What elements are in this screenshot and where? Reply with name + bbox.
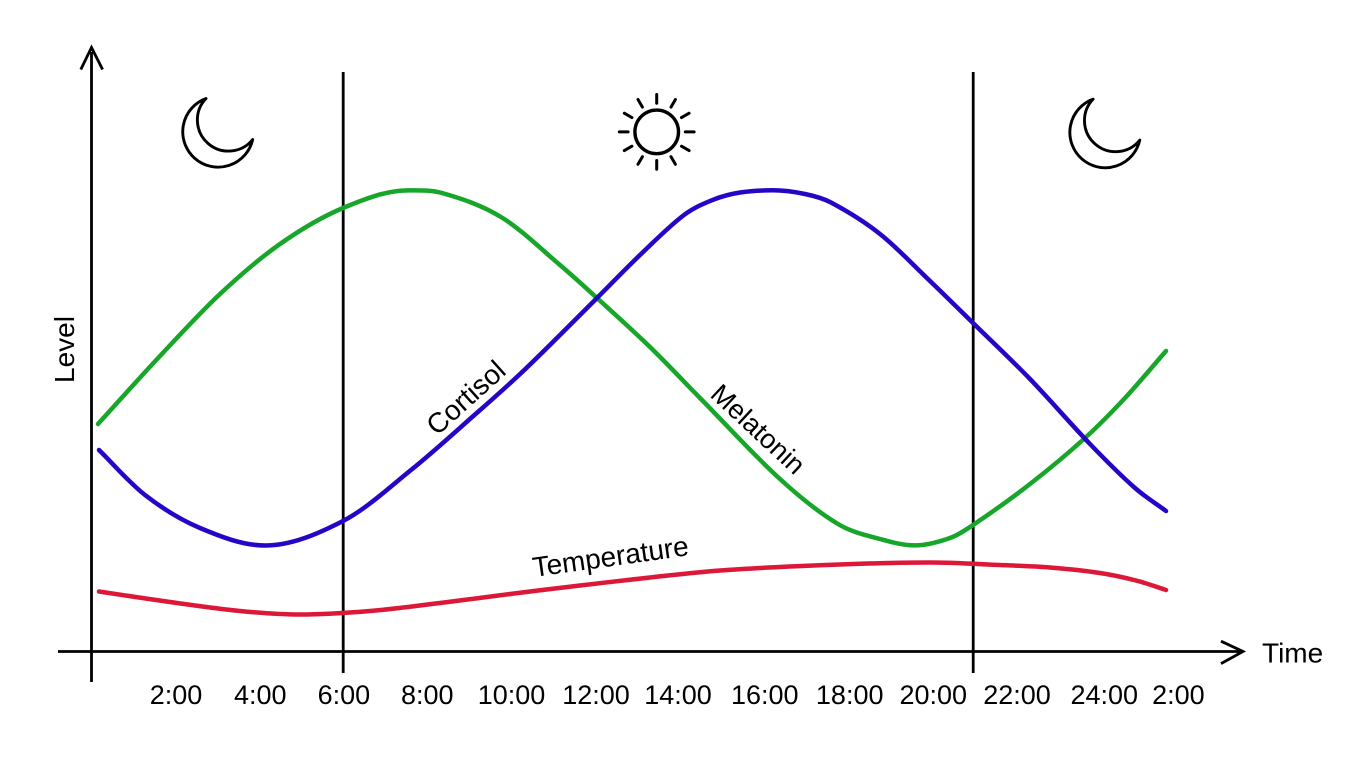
svg-text:22:00: 22:00: [983, 680, 1051, 710]
svg-text:18:00: 18:00: [816, 680, 884, 710]
svg-text:4:00: 4:00: [234, 680, 287, 710]
svg-text:20:00: 20:00: [900, 680, 968, 710]
svg-text:Level: Level: [49, 316, 80, 383]
svg-text:2:00: 2:00: [1152, 680, 1205, 710]
svg-text:8:00: 8:00: [401, 680, 454, 710]
svg-text:2:00: 2:00: [150, 680, 203, 710]
svg-text:10:00: 10:00: [478, 680, 546, 710]
svg-text:Time: Time: [1262, 638, 1323, 669]
svg-text:12:00: 12:00: [562, 680, 630, 710]
svg-text:24:00: 24:00: [1071, 680, 1139, 710]
svg-text:16:00: 16:00: [731, 680, 799, 710]
svg-text:14:00: 14:00: [644, 680, 712, 710]
svg-text:6:00: 6:00: [318, 680, 371, 710]
